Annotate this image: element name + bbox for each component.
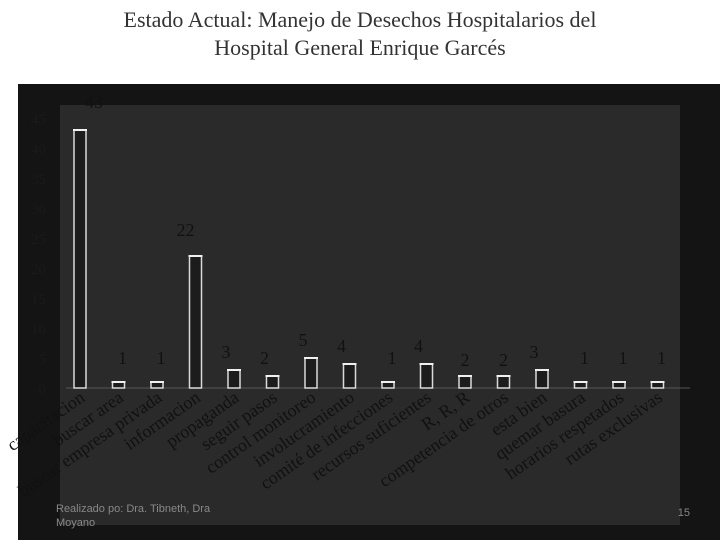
data-label: 1: [657, 348, 666, 368]
bar: [304, 357, 318, 389]
data-label: 1: [157, 348, 166, 368]
plot-area: [60, 105, 680, 525]
bar: [188, 255, 203, 389]
slide-title: Estado Actual: Manejo de Desechos Hospit…: [40, 6, 680, 62]
y-tick-label: 5: [39, 352, 47, 368]
data-label: 1: [118, 348, 127, 368]
data-label: 1: [388, 348, 397, 368]
footer-line-1: Realizado po: Dra. Tibneth, Dra: [56, 503, 211, 515]
bar: [535, 369, 549, 389]
bar: [73, 129, 87, 389]
footer-line-2: Moyano: [56, 517, 96, 529]
data-label: 4: [337, 336, 346, 356]
data-label: 2: [260, 348, 269, 368]
y-tick-label: 30: [31, 202, 46, 218]
page-number: 15: [677, 507, 690, 519]
data-label: 1: [580, 348, 589, 368]
data-label: 2: [461, 350, 470, 370]
bar: [496, 375, 511, 389]
bar: [458, 375, 472, 389]
bar: [265, 375, 280, 389]
y-tick-label: 40: [31, 142, 46, 158]
title-line-1: Estado Actual: Manejo de Desechos Hospit…: [123, 7, 597, 32]
data-label: 22: [177, 220, 195, 240]
bar: [419, 363, 434, 389]
data-label: 3: [222, 342, 231, 362]
y-tick-label: 20: [31, 262, 46, 278]
data-label: 1: [619, 348, 628, 368]
bar: [227, 369, 241, 389]
y-tick-label: 0: [39, 382, 47, 398]
title-line-2: Hospital General Enrique Garcés: [214, 35, 506, 60]
data-label: 43: [85, 92, 103, 112]
y-tick-label: 25: [31, 232, 46, 248]
data-label: 3: [530, 342, 539, 362]
data-label: 5: [299, 330, 308, 350]
y-tick-label: 10: [31, 322, 46, 338]
data-label: 4: [414, 336, 423, 356]
data-label: 2: [499, 350, 508, 370]
y-tick-label: 45: [31, 112, 46, 128]
y-tick-label: 35: [31, 172, 46, 188]
footer-credit: Realizado po: Dra. Tibneth, Dra Moyano: [56, 502, 210, 530]
y-tick-label: 15: [31, 292, 46, 308]
bar: [342, 363, 357, 389]
